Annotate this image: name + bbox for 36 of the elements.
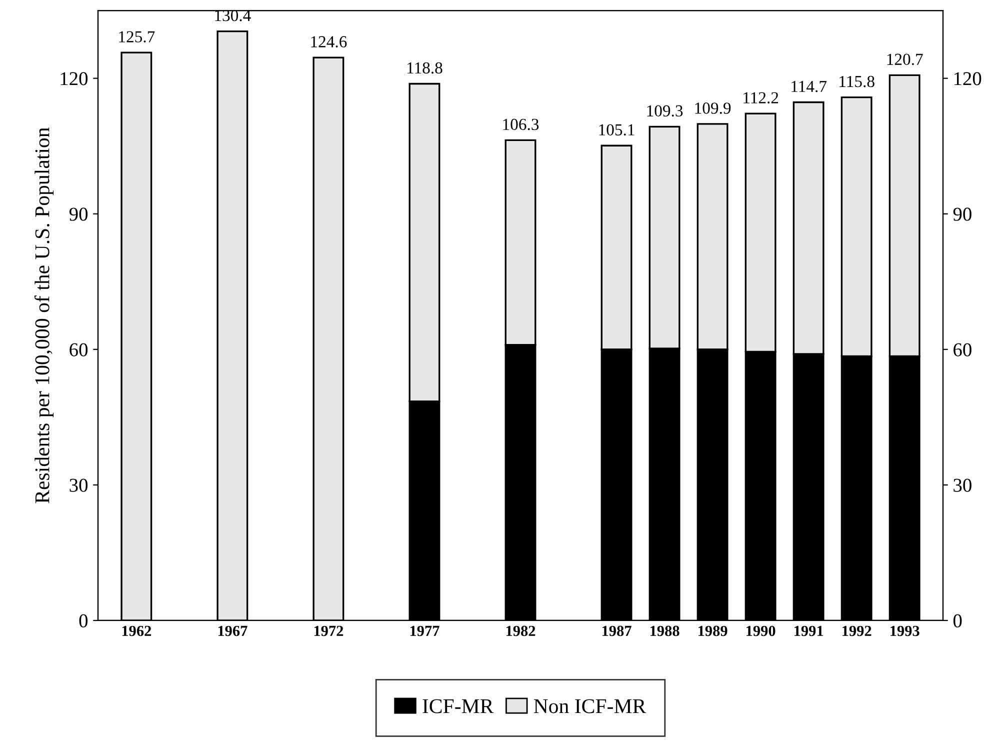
y-axis-title: Residents per 100,000 of the U.S. Population <box>34 127 54 504</box>
total-label: 109.9 <box>695 102 731 114</box>
total-label: 109.3 <box>647 105 683 117</box>
x-tick-label: 1993 <box>890 626 920 636</box>
total-label: 112.2 <box>744 92 778 104</box>
x-tick-label: 1972 <box>314 626 344 636</box>
y2-tick-label: 30 <box>954 478 972 492</box>
y2-tick-label: 120 <box>954 72 982 86</box>
total-label: 114.7 <box>792 80 827 92</box>
total-label: 106.3 <box>503 118 539 130</box>
legend-label: Non ICF-MR <box>534 699 646 714</box>
x-tick-label: 1990 <box>746 626 776 636</box>
y2-tick-label: 0 <box>953 614 962 628</box>
x-tick-label: 1992 <box>842 626 872 636</box>
x-tick-label: 1991 <box>794 626 824 636</box>
total-label: 115.8 <box>840 76 874 88</box>
y-tick-label: 0 <box>79 614 88 628</box>
total-label: 124.6 <box>311 36 347 48</box>
x-tick-label: 1977 <box>410 626 440 636</box>
y-tick-label: 120 <box>60 72 88 86</box>
y-tick-label: 30 <box>70 478 88 492</box>
x-tick-label: 1962 <box>122 626 152 636</box>
x-tick-label: 1988 <box>650 626 680 636</box>
legend-label: ICF-MR <box>422 699 494 714</box>
total-label: 118.8 <box>408 62 442 74</box>
total-label: 120.7 <box>887 54 923 66</box>
y2-tick-label: 90 <box>953 208 972 221</box>
y2-tick-label: 60 <box>954 343 972 356</box>
x-tick-label: 1967 <box>218 626 248 636</box>
x-tick-label: 1982 <box>506 626 536 636</box>
y-tick-label: 60 <box>70 343 88 356</box>
total-label: 105.1 <box>599 124 634 136</box>
x-tick-label: 1989 <box>698 626 728 636</box>
x-tick-label: 1987 <box>602 626 632 636</box>
y-tick-label: 90 <box>69 208 88 221</box>
total-label: 125.7 <box>119 31 155 42</box>
